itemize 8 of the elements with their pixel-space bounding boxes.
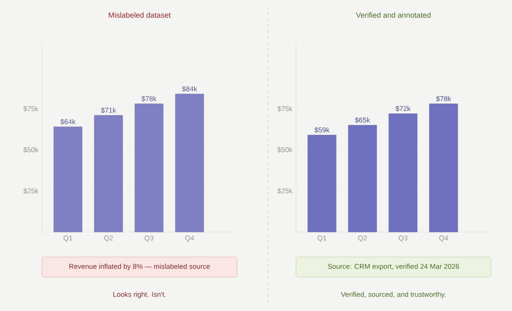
bar [134,104,164,232]
bar [175,94,204,232]
bar [429,104,458,232]
bar [388,114,418,232]
bar [94,115,123,232]
bar [54,126,82,232]
bar [308,134,336,232]
bar [348,125,377,232]
